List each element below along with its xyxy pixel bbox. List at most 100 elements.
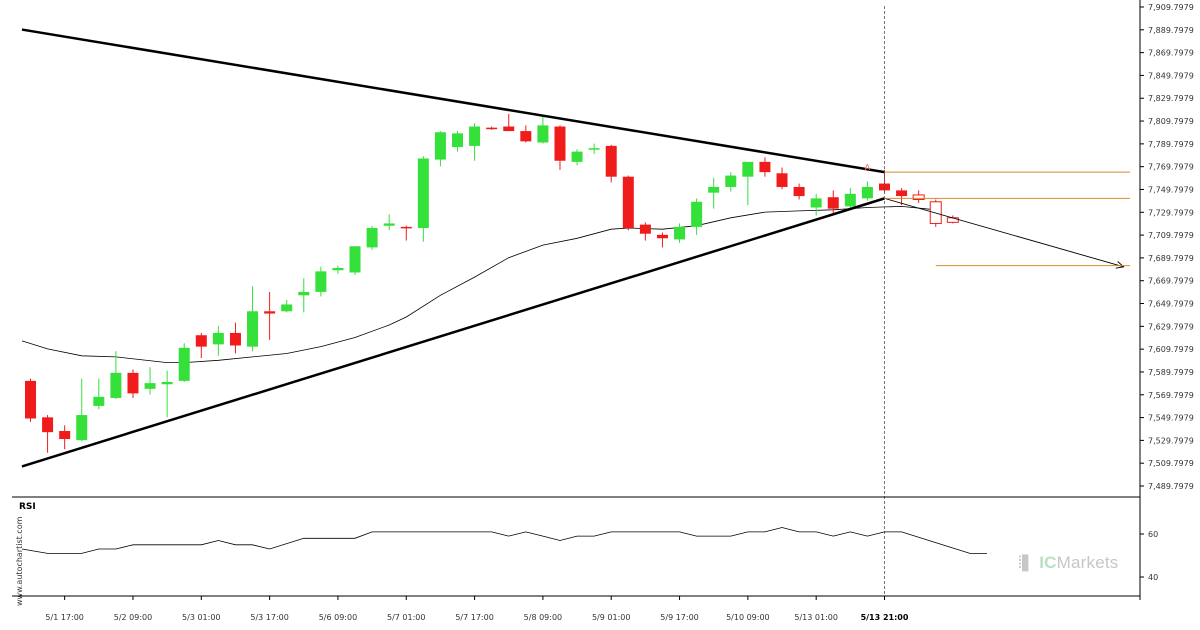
candle-body bbox=[810, 198, 822, 208]
axes bbox=[12, 0, 1141, 600]
candle-body bbox=[434, 132, 446, 160]
resistance-trendline bbox=[21, 28, 885, 174]
rsi-line bbox=[21, 527, 987, 554]
candle-body bbox=[725, 175, 737, 187]
y-tick-label: 7,809.7979 bbox=[1148, 117, 1194, 126]
y-tick-label: 7,609.7979 bbox=[1148, 345, 1194, 354]
y-tick-label: 7,789.7979 bbox=[1148, 140, 1194, 149]
brand-logo: ⦙▍ICMarkets bbox=[1018, 553, 1118, 573]
candle-body bbox=[281, 304, 293, 312]
y-axis-ticks: 7,909.7979 7,889.7979 7,869.7979 7,849.7979… bbox=[1140, 3, 1194, 582]
candle-body bbox=[674, 226, 686, 240]
candle-body bbox=[349, 246, 361, 273]
y-tick-label: 7,549.7979 bbox=[1148, 414, 1194, 423]
candle-body bbox=[793, 186, 805, 197]
candle-body bbox=[212, 332, 224, 345]
x-tick-label: 5/6 09:00 bbox=[319, 613, 357, 622]
forecast-arrow-head bbox=[1115, 261, 1125, 269]
candle-body bbox=[486, 127, 498, 130]
candle-body bbox=[588, 148, 600, 150]
y-tick-label: 7,489.7979 bbox=[1148, 482, 1194, 491]
y-tick-label: 7,589.7979 bbox=[1148, 368, 1194, 377]
candle-body bbox=[554, 126, 566, 161]
candle-body bbox=[417, 158, 429, 229]
rsi-tick-label: 60 bbox=[1148, 530, 1158, 539]
y-tick-label: 7,509.7979 bbox=[1148, 459, 1194, 468]
candle-body bbox=[178, 347, 190, 381]
candle-body bbox=[332, 267, 344, 271]
candle-body bbox=[452, 133, 463, 148]
candle-body bbox=[110, 372, 122, 398]
projected-body bbox=[946, 217, 959, 223]
candles bbox=[25, 113, 908, 453]
y-tick-label: 7,649.7979 bbox=[1148, 300, 1194, 309]
candle-body bbox=[400, 226, 412, 229]
candle-body bbox=[42, 417, 54, 433]
y-tick-label: 7,909.7979 bbox=[1148, 3, 1194, 12]
x-tick-label: 5/13 01:00 bbox=[794, 613, 838, 622]
candle-body bbox=[708, 186, 720, 193]
candle-body bbox=[827, 197, 839, 209]
x-axis-ticks: 5/1 17:00 5/2 09:00 5/3 01:00 5/3 17:00 5/6 … bbox=[45, 596, 909, 622]
candle-body bbox=[469, 126, 481, 146]
rsi-tick-label: 40 bbox=[1148, 573, 1158, 582]
y-tick-label: 7,569.7979 bbox=[1148, 391, 1194, 400]
x-tick-label: 5/3 01:00 bbox=[182, 613, 220, 622]
x-tick-label: 5/10 09:00 bbox=[726, 613, 770, 622]
moving-average-line bbox=[21, 205, 936, 364]
rsi-label: RSI bbox=[19, 502, 36, 512]
y-tick-label: 7,709.7979 bbox=[1148, 231, 1194, 240]
candle-body bbox=[520, 131, 532, 142]
candle-body bbox=[383, 223, 395, 226]
y-tick-label: 7,529.7979 bbox=[1148, 436, 1194, 445]
brand-icon: ⦙▍ bbox=[1018, 553, 1040, 572]
candle-body bbox=[776, 173, 788, 187]
brand-name: Markets bbox=[1056, 553, 1119, 572]
candle-body bbox=[503, 126, 515, 132]
y-tick-label: 7,849.7979 bbox=[1148, 71, 1194, 80]
y-tick-label: 7,829.7979 bbox=[1148, 94, 1194, 103]
x-tick-label: 5/13 21:00 bbox=[861, 613, 909, 622]
brand-prefix: IC bbox=[1039, 553, 1057, 572]
y-tick-label: 7,669.7979 bbox=[1148, 277, 1194, 286]
candle-body bbox=[93, 396, 105, 406]
candle-body bbox=[195, 335, 207, 347]
candle-body bbox=[861, 186, 873, 199]
y-tick-label: 7,889.7979 bbox=[1148, 26, 1194, 35]
candle-body bbox=[229, 332, 241, 346]
x-tick-label: 5/9 17:00 bbox=[660, 613, 698, 622]
y-tick-label: 7,729.7979 bbox=[1148, 208, 1194, 217]
price-levels bbox=[884, 171, 1130, 267]
candle-body bbox=[25, 380, 36, 419]
candle-body bbox=[896, 190, 908, 197]
candle-body bbox=[639, 224, 651, 234]
candle-body bbox=[264, 311, 276, 314]
support-trendline bbox=[21, 197, 885, 468]
candle-body bbox=[571, 151, 583, 162]
candle-body bbox=[742, 161, 754, 177]
x-tick-label: 5/8 09:00 bbox=[524, 613, 562, 622]
forecast-arrow-line bbox=[884, 197, 1124, 268]
x-tick-label: 5/9 01:00 bbox=[592, 613, 630, 622]
candle-body bbox=[622, 176, 634, 229]
x-tick-label: 5/7 01:00 bbox=[387, 613, 425, 622]
candle-body bbox=[537, 125, 549, 143]
y-tick-label: 7,629.7979 bbox=[1148, 322, 1194, 331]
candle-body bbox=[759, 161, 771, 173]
candle-body bbox=[691, 201, 703, 227]
x-tick-label: 5/3 17:00 bbox=[250, 613, 288, 622]
y-tick-label: 7,869.7979 bbox=[1148, 49, 1194, 58]
candle-body bbox=[298, 291, 310, 296]
candle-body bbox=[127, 372, 139, 394]
rsi-panel: RSI bbox=[19, 502, 987, 554]
candle-body bbox=[76, 415, 88, 441]
pattern-marker-label: A bbox=[865, 163, 871, 172]
moving-average bbox=[21, 205, 936, 364]
candle-body bbox=[315, 271, 327, 292]
candle-body bbox=[59, 431, 71, 440]
candle-body bbox=[605, 145, 617, 177]
watermark: www.autochartist.com bbox=[15, 516, 24, 606]
candle-body bbox=[366, 228, 378, 248]
candle-body bbox=[656, 234, 668, 239]
